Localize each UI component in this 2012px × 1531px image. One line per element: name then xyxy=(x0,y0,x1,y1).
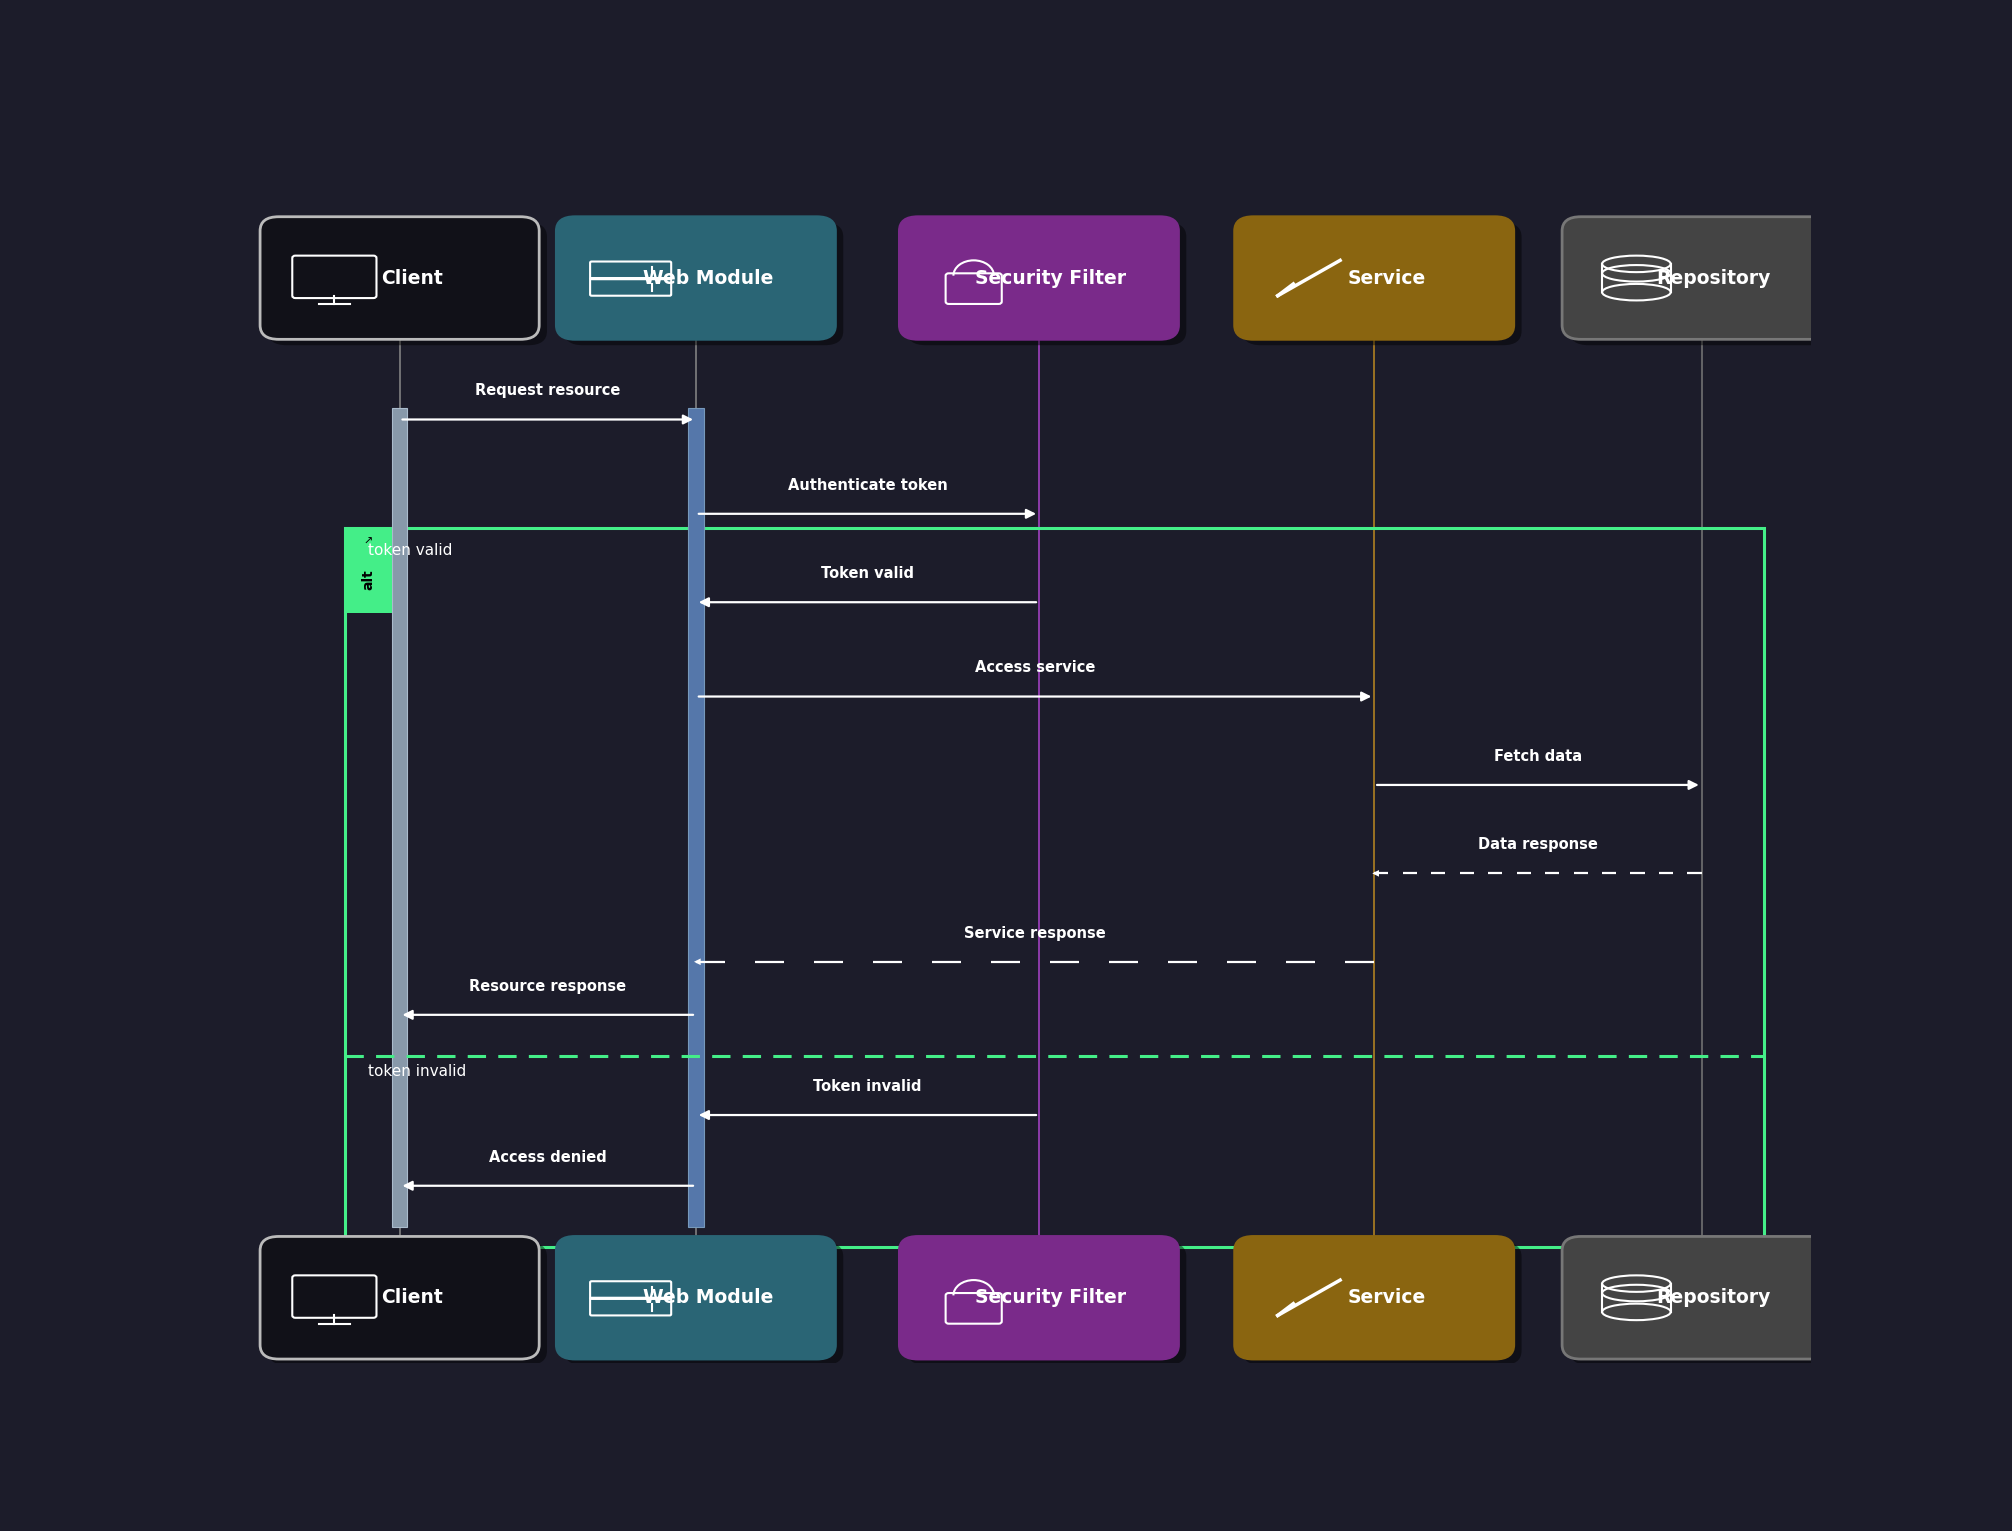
FancyBboxPatch shape xyxy=(268,222,547,344)
FancyBboxPatch shape xyxy=(1561,1237,1841,1360)
Text: Token invalid: Token invalid xyxy=(813,1079,921,1093)
FancyBboxPatch shape xyxy=(688,407,704,1226)
Text: Authenticate token: Authenticate token xyxy=(787,478,948,493)
FancyBboxPatch shape xyxy=(899,217,1179,340)
Text: alt: alt xyxy=(362,570,376,589)
Text: Security Filter: Security Filter xyxy=(976,1288,1127,1307)
FancyBboxPatch shape xyxy=(899,1237,1179,1360)
Text: Access denied: Access denied xyxy=(489,1150,608,1165)
Text: Security Filter: Security Filter xyxy=(976,268,1127,288)
Text: Client: Client xyxy=(380,1288,443,1307)
FancyBboxPatch shape xyxy=(1235,217,1513,340)
Text: Resource response: Resource response xyxy=(469,978,626,994)
FancyBboxPatch shape xyxy=(260,217,539,340)
FancyBboxPatch shape xyxy=(563,222,843,344)
FancyBboxPatch shape xyxy=(557,1237,835,1360)
FancyBboxPatch shape xyxy=(557,217,835,340)
FancyBboxPatch shape xyxy=(1235,1237,1513,1360)
FancyBboxPatch shape xyxy=(260,1237,539,1360)
FancyBboxPatch shape xyxy=(563,1242,843,1366)
Text: ↗: ↗ xyxy=(364,537,372,547)
Text: Web Module: Web Module xyxy=(642,268,773,288)
Text: Token valid: Token valid xyxy=(821,566,913,580)
FancyBboxPatch shape xyxy=(907,222,1187,344)
Text: Repository: Repository xyxy=(1656,1288,1771,1307)
Text: Service response: Service response xyxy=(964,926,1107,940)
FancyBboxPatch shape xyxy=(1569,222,1849,344)
Text: Data response: Data response xyxy=(1479,837,1598,853)
Text: Web Module: Web Module xyxy=(642,1288,773,1307)
FancyBboxPatch shape xyxy=(392,407,406,1226)
Text: Service: Service xyxy=(1348,268,1424,288)
Text: token valid: token valid xyxy=(368,544,453,559)
FancyBboxPatch shape xyxy=(1569,1242,1849,1366)
FancyBboxPatch shape xyxy=(1243,1242,1521,1366)
Text: Repository: Repository xyxy=(1656,268,1771,288)
FancyBboxPatch shape xyxy=(1561,217,1841,340)
Text: Client: Client xyxy=(380,268,443,288)
FancyBboxPatch shape xyxy=(1243,222,1521,344)
Text: token invalid: token invalid xyxy=(368,1064,467,1079)
FancyBboxPatch shape xyxy=(268,1242,547,1366)
FancyBboxPatch shape xyxy=(907,1242,1187,1366)
FancyBboxPatch shape xyxy=(346,528,392,612)
Text: Service: Service xyxy=(1348,1288,1424,1307)
Text: Access service: Access service xyxy=(976,660,1095,675)
Text: Fetch data: Fetch data xyxy=(1493,749,1581,764)
Text: Request resource: Request resource xyxy=(475,383,620,398)
